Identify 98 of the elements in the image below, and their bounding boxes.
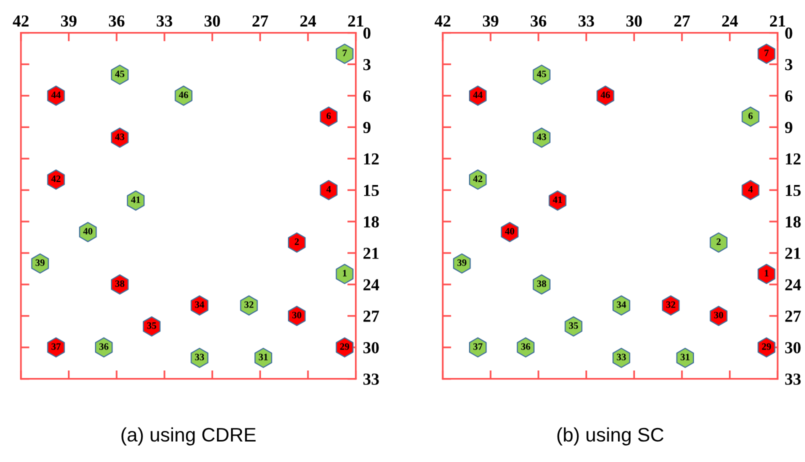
y-tick-label: 3 [785, 59, 792, 70]
annotation: 33 [616, 354, 626, 360]
y-tick-label: 21 [785, 248, 800, 259]
x-tick-label: 42 [434, 15, 450, 26]
y-tick-label: 24 [785, 279, 801, 290]
annotation: 46 [178, 92, 188, 98]
annotation: 37 [473, 343, 482, 350]
x-tick-label: 21 [348, 15, 364, 26]
annotation: 45 [536, 70, 546, 78]
y-tick-label: 30 [785, 342, 801, 354]
annotation: 29 [762, 343, 771, 350]
annotation: 44 [51, 92, 61, 98]
annotation: 45 [115, 70, 124, 78]
annotation: 41 [131, 196, 140, 203]
x-tick-label: 42 [12, 15, 29, 26]
annotation: 46 [600, 92, 610, 98]
y-tick-label: 18 [364, 216, 379, 228]
annotation: 33 [195, 354, 204, 360]
annotation: 7 [764, 50, 769, 56]
x-tick-label: 27 [252, 15, 268, 26]
y-tick-label: 9 [785, 122, 792, 134]
x-tick-label: 36 [530, 15, 546, 27]
annotation: 2 [716, 238, 721, 245]
annotation: 34 [195, 301, 204, 308]
y-tick-label: 24 [363, 279, 380, 290]
y-tick-label: 15 [786, 184, 801, 196]
text: (a) using CDRE [122, 427, 256, 446]
x-tick-label: 30 [204, 15, 220, 27]
annotation: 4 [748, 186, 753, 192]
annotation: 30 [292, 312, 302, 318]
point [758, 264, 776, 284]
annotation: 31 [680, 354, 690, 360]
annotation: 40 [505, 228, 514, 234]
y-tick-label: 6 [363, 90, 371, 102]
text: (b) using SC [557, 427, 664, 446]
annotation: 44 [473, 92, 483, 98]
annotation: 32 [244, 301, 254, 308]
annotation: 39 [36, 259, 45, 266]
x-tick-label: 33 [578, 15, 594, 27]
x-tick-label: 36 [108, 15, 124, 27]
y-tick-label: 9 [363, 122, 370, 134]
y-tick-label: 30 [363, 342, 379, 354]
point [742, 180, 760, 200]
annotation: 35 [569, 322, 578, 329]
annotation: 6 [326, 112, 331, 120]
annotation: 32 [666, 301, 676, 308]
annotation: 1 [764, 270, 768, 276]
y-tick-label: 18 [786, 216, 801, 228]
x-tick-label: 24 [722, 15, 738, 26]
annotation: 39 [457, 259, 466, 266]
y-tick-label: 33 [785, 374, 801, 385]
point [742, 106, 760, 127]
annotation: 36 [521, 343, 530, 350]
annotation: 6 [748, 112, 753, 120]
x-tick-label: 39 [482, 15, 498, 27]
x-tick-label: 33 [156, 15, 172, 27]
annotation: 40 [83, 228, 92, 234]
annotation: 43 [536, 134, 546, 140]
x-tick-label: 30 [626, 15, 642, 27]
y-tick-label: 0 [363, 28, 370, 39]
y-tick-label: 27 [363, 310, 380, 322]
y-tick-label: 33 [363, 374, 379, 385]
annotation: 38 [537, 280, 546, 287]
x-tick-label: 27 [674, 15, 690, 26]
x-tick-label: 24 [300, 15, 316, 26]
annotation: 37 [52, 343, 61, 350]
annotation: 42 [51, 176, 60, 182]
annotation: 36 [99, 343, 108, 350]
annotation: 31 [258, 354, 268, 360]
annotation: 38 [115, 280, 124, 287]
point [758, 44, 776, 64]
y-tick-label: 15 [364, 184, 379, 196]
annotation: 4 [326, 186, 331, 192]
y-tick-label: 12 [364, 153, 379, 164]
point [320, 106, 338, 127]
y-tick-label: 27 [785, 310, 801, 322]
y-tick-label: 0 [785, 28, 792, 39]
annotation: 42 [473, 176, 482, 182]
point [320, 180, 338, 200]
annotation: 2 [294, 238, 299, 245]
annotation: 35 [147, 322, 156, 329]
point [710, 232, 728, 253]
x-tick-label: 39 [61, 15, 76, 27]
point [336, 264, 354, 284]
annotation: 29 [340, 343, 350, 350]
y-tick-label: 12 [786, 153, 801, 164]
annotation: 43 [115, 134, 124, 140]
y-tick-label: 21 [363, 248, 379, 259]
x-tick-label: 21 [770, 15, 786, 26]
annotation: 34 [616, 301, 626, 308]
annotation: 41 [552, 196, 562, 203]
annotation: 30 [714, 312, 724, 318]
y-tick-label: 3 [363, 59, 371, 70]
annotation: 1 [342, 270, 347, 276]
point [288, 232, 306, 253]
annotation: 7 [342, 50, 347, 56]
y-tick-label: 6 [785, 90, 792, 102]
point [336, 44, 354, 64]
